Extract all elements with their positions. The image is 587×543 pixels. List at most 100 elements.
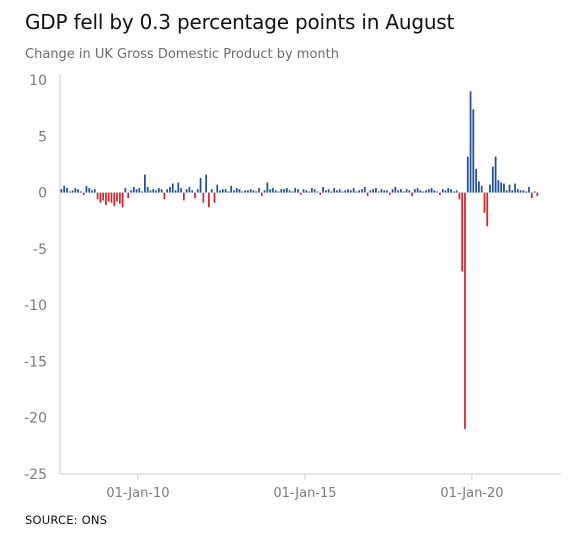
bar [107, 192, 110, 202]
bar [472, 109, 475, 193]
bar [461, 192, 464, 272]
bar [171, 183, 174, 193]
bar [71, 190, 74, 193]
bar [77, 189, 79, 193]
y-tick-label: -20 [24, 411, 47, 427]
bar [177, 182, 180, 193]
bar [238, 189, 241, 193]
bar [205, 174, 207, 193]
bar [466, 156, 469, 193]
bar [338, 189, 341, 193]
bar [157, 188, 160, 193]
bar [99, 192, 102, 203]
bar [388, 192, 391, 195]
bar [433, 190, 436, 193]
bar [244, 190, 246, 193]
bar [441, 189, 444, 193]
bar [110, 192, 113, 203]
bar [274, 190, 277, 193]
bar [294, 188, 297, 193]
bar [322, 186, 324, 193]
bar [183, 192, 185, 201]
bar [68, 191, 71, 193]
bar [408, 190, 411, 193]
bar [127, 192, 130, 199]
bar [141, 191, 143, 193]
bar [130, 190, 132, 193]
bar [400, 189, 402, 193]
y-tick-label: 0 [38, 186, 47, 202]
bar [352, 188, 355, 193]
bar [327, 189, 330, 193]
bar [491, 166, 494, 193]
y-tick-label: -10 [24, 298, 47, 314]
bar [497, 180, 500, 193]
bar [319, 192, 322, 195]
bar [180, 188, 182, 193]
bar [536, 192, 539, 196]
bar [155, 190, 157, 193]
bar [436, 191, 439, 193]
bar [235, 188, 238, 193]
bar [283, 189, 285, 193]
chart-title: GDP fell by 0.3 percentage points in Aug… [25, 10, 455, 34]
bar [66, 188, 68, 193]
bar [469, 91, 472, 193]
bar [188, 186, 191, 193]
bar [255, 191, 258, 193]
bar [252, 190, 255, 193]
bar [358, 190, 361, 193]
bar [486, 192, 489, 227]
bar [514, 183, 516, 193]
bar [425, 190, 427, 193]
x-axis: 01-Jan-10 01-Jan-15 01-Jan-20 [60, 473, 561, 501]
bar [511, 190, 514, 193]
bar [102, 192, 105, 201]
bar [199, 177, 202, 193]
bar [522, 190, 525, 193]
bar [132, 186, 135, 193]
x-tick-label: 01-Jan-15 [273, 486, 336, 501]
bar [450, 189, 452, 193]
bar [149, 190, 152, 193]
bar [169, 186, 171, 193]
bar [230, 185, 233, 193]
bar [124, 188, 127, 193]
bar [452, 191, 455, 193]
bar [249, 189, 252, 193]
bar [311, 188, 313, 193]
bar [299, 192, 302, 195]
bar [266, 182, 269, 193]
bar [163, 192, 166, 200]
bar [361, 189, 363, 193]
bar [288, 190, 291, 193]
bar [386, 190, 388, 193]
bar [508, 184, 511, 193]
y-tick-label: 10 [29, 73, 47, 89]
bar [121, 192, 124, 208]
bar [439, 192, 441, 195]
bar [430, 188, 433, 193]
bar [88, 188, 91, 193]
bar [60, 189, 63, 193]
y-tick-label: -25 [24, 467, 47, 483]
bar [411, 192, 413, 196]
y-tick-label: 5 [38, 129, 47, 145]
bar [302, 189, 305, 193]
bar [224, 189, 227, 193]
bar [196, 189, 199, 193]
x-tick-label: 01-Jan-20 [440, 486, 503, 501]
bar [333, 188, 336, 193]
bar [135, 189, 138, 193]
bar [202, 192, 205, 203]
bar [105, 192, 107, 205]
bar [369, 190, 372, 193]
bar [447, 188, 450, 193]
bar [530, 192, 533, 199]
bar [291, 191, 294, 193]
bar [91, 190, 93, 193]
bar [85, 185, 88, 193]
bar [247, 190, 249, 193]
bar [138, 188, 141, 193]
bar [391, 189, 394, 193]
